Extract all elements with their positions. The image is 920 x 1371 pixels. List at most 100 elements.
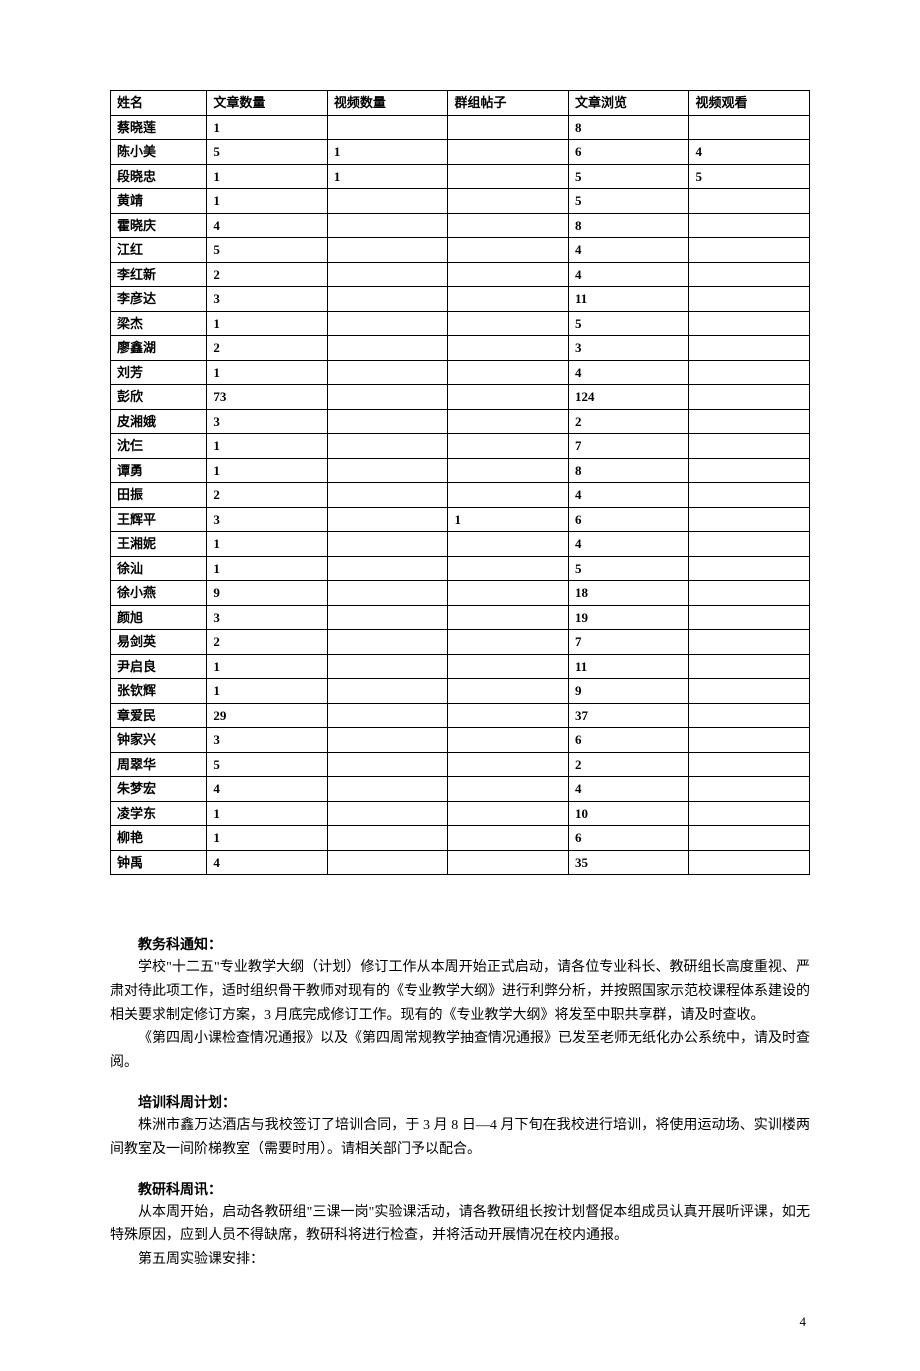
table-cell bbox=[689, 189, 810, 214]
table-cell bbox=[448, 483, 569, 508]
table-cell bbox=[689, 115, 810, 140]
stats-table: 姓名文章数量视频数量群组帖子文章浏览视频观看 蔡晓莲18陈小美5164段晓忠11… bbox=[110, 90, 810, 875]
table-row: 张钦辉19 bbox=[111, 679, 810, 704]
table-cell bbox=[448, 801, 569, 826]
table-cell: 2 bbox=[207, 630, 328, 655]
table-cell: 4 bbox=[207, 777, 328, 802]
table-cell: 1 bbox=[327, 140, 448, 165]
table-cell bbox=[448, 238, 569, 263]
table-cell: 1 bbox=[448, 507, 569, 532]
table-cell bbox=[689, 532, 810, 557]
table-cell: 29 bbox=[207, 703, 328, 728]
table-cell: 1 bbox=[207, 311, 328, 336]
table-cell: 4 bbox=[689, 140, 810, 165]
table-cell bbox=[327, 752, 448, 777]
table-cell bbox=[448, 385, 569, 410]
table-cell: 37 bbox=[568, 703, 689, 728]
table-cell: 4 bbox=[568, 532, 689, 557]
table-row: 皮湘娥32 bbox=[111, 409, 810, 434]
table-row: 沈仨17 bbox=[111, 434, 810, 459]
table-cell: 朱梦宏 bbox=[111, 777, 207, 802]
table-cell bbox=[689, 213, 810, 238]
table-cell: 刘芳 bbox=[111, 360, 207, 385]
table-cell bbox=[448, 409, 569, 434]
section-paragraph: 学校"十二五"专业教学大纲（计划）修订工作从本周开始正式启动，请各位专业科长、教… bbox=[110, 956, 810, 1027]
table-cell: 2 bbox=[207, 336, 328, 361]
table-cell: 19 bbox=[568, 605, 689, 630]
section: 教务科通知：学校"十二五"专业教学大纲（计划）修订工作从本周开始正式启动，请各位… bbox=[110, 935, 810, 1075]
table-cell bbox=[448, 703, 569, 728]
table-cell bbox=[327, 801, 448, 826]
table-cell bbox=[327, 507, 448, 532]
table-cell: 5 bbox=[207, 238, 328, 263]
table-cell bbox=[689, 287, 810, 312]
table-row: 王湘妮14 bbox=[111, 532, 810, 557]
table-cell bbox=[327, 532, 448, 557]
table-cell bbox=[448, 654, 569, 679]
table-header-cell: 姓名 bbox=[111, 91, 207, 116]
table-header-cell: 文章数量 bbox=[207, 91, 328, 116]
table-cell: 1 bbox=[207, 434, 328, 459]
table-cell bbox=[327, 777, 448, 802]
table-cell bbox=[689, 679, 810, 704]
table-cell bbox=[448, 826, 569, 851]
table-row: 李红新24 bbox=[111, 262, 810, 287]
table-cell bbox=[327, 703, 448, 728]
table-cell: 廖鑫湖 bbox=[111, 336, 207, 361]
table-cell: 王辉平 bbox=[111, 507, 207, 532]
table-cell bbox=[448, 556, 569, 581]
table-cell: 2 bbox=[568, 752, 689, 777]
table-cell: 霍晓庆 bbox=[111, 213, 207, 238]
table-cell bbox=[327, 850, 448, 875]
table-cell: 谭勇 bbox=[111, 458, 207, 483]
table-cell: 124 bbox=[568, 385, 689, 410]
table-cell bbox=[689, 262, 810, 287]
table-cell: 11 bbox=[568, 287, 689, 312]
table-cell: 易剑英 bbox=[111, 630, 207, 655]
table-cell bbox=[689, 654, 810, 679]
table-cell bbox=[448, 189, 569, 214]
table-cell: 皮湘娥 bbox=[111, 409, 207, 434]
table-cell: 2 bbox=[207, 483, 328, 508]
table-cell bbox=[689, 409, 810, 434]
table-cell bbox=[689, 850, 810, 875]
section-paragraph: 《第四周小课检查情况通报》以及《第四周常规教学抽查情况通报》已发至老师无纸化办公… bbox=[110, 1027, 810, 1075]
table-cell bbox=[448, 581, 569, 606]
table-cell: 段晓忠 bbox=[111, 164, 207, 189]
section-title: 教研科周讯： bbox=[110, 1180, 810, 1201]
table-cell bbox=[327, 605, 448, 630]
table-cell bbox=[327, 581, 448, 606]
table-cell bbox=[448, 532, 569, 557]
table-cell: 尹启良 bbox=[111, 654, 207, 679]
table-row: 段晓忠1155 bbox=[111, 164, 810, 189]
table-cell: 4 bbox=[207, 850, 328, 875]
table-cell: 4 bbox=[568, 360, 689, 385]
table-cell: 1 bbox=[207, 360, 328, 385]
table-cell: 3 bbox=[207, 507, 328, 532]
table-cell: 4 bbox=[568, 483, 689, 508]
table-row: 霍晓庆48 bbox=[111, 213, 810, 238]
table-cell bbox=[689, 777, 810, 802]
table-row: 柳艳16 bbox=[111, 826, 810, 851]
table-cell: 9 bbox=[207, 581, 328, 606]
table-cell bbox=[448, 752, 569, 777]
table-cell bbox=[689, 434, 810, 459]
table-cell bbox=[448, 360, 569, 385]
table-cell: 4 bbox=[568, 777, 689, 802]
table-cell bbox=[689, 483, 810, 508]
table-row: 颜旭319 bbox=[111, 605, 810, 630]
table-row: 周翠华52 bbox=[111, 752, 810, 777]
table-row: 钟家兴36 bbox=[111, 728, 810, 753]
table-cell bbox=[448, 164, 569, 189]
table-cell: 1 bbox=[327, 164, 448, 189]
table-cell: 6 bbox=[568, 140, 689, 165]
table-cell: 4 bbox=[568, 262, 689, 287]
table-row: 易剑英27 bbox=[111, 630, 810, 655]
table-row: 李彦达311 bbox=[111, 287, 810, 312]
table-cell: 1 bbox=[207, 654, 328, 679]
table-cell: 陈小美 bbox=[111, 140, 207, 165]
table-cell bbox=[689, 556, 810, 581]
table-row: 江红54 bbox=[111, 238, 810, 263]
section-title: 培训科周计划： bbox=[110, 1093, 810, 1114]
section-paragraph: 株洲市鑫万达酒店与我校签订了培训合同，于 3 月 8 日—4 月下旬在我校进行培… bbox=[110, 1114, 810, 1162]
